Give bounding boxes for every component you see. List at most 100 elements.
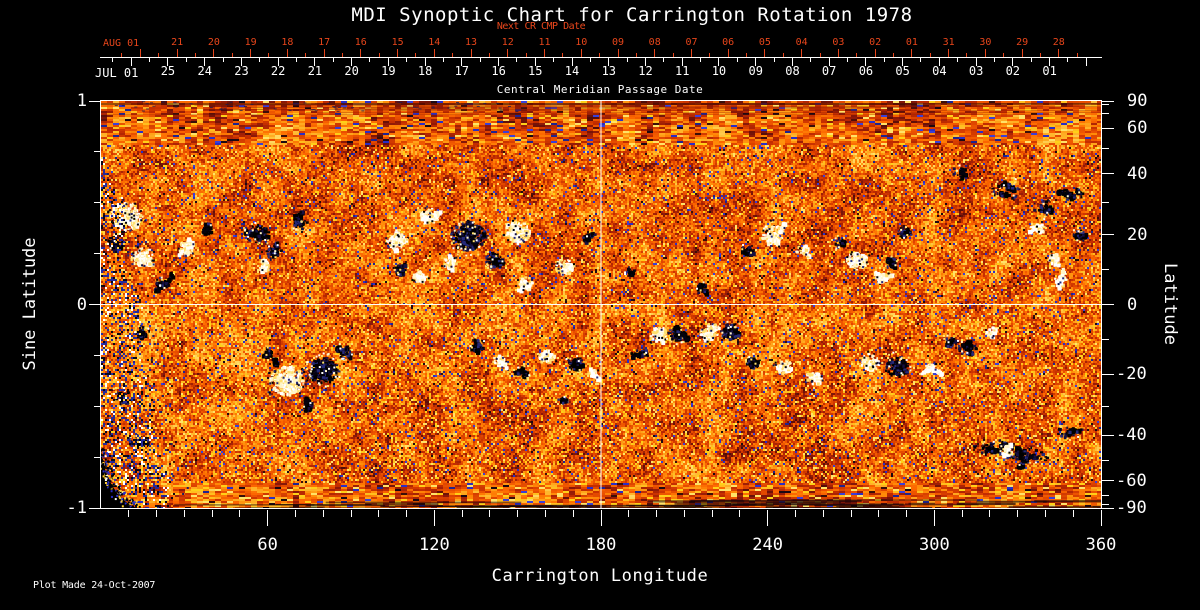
white-date-minor-tick	[516, 58, 518, 62]
white-date-minor-tick	[369, 58, 371, 62]
white-date-minor-tick	[700, 58, 702, 62]
chart-title: MDI Synoptic Chart for Carrington Rotati…	[351, 4, 913, 26]
red-date-minor-tick	[488, 53, 490, 57]
bottom-axis-tick-label: 300	[918, 535, 950, 555]
red-date-label: 08	[648, 37, 661, 48]
white-date-tick	[534, 58, 536, 66]
white-date-label: 16	[491, 64, 506, 78]
bottom-axis-minor-tick	[906, 510, 908, 517]
right-axis-major-tick	[1102, 373, 1114, 375]
right-axis-major-tick	[1102, 100, 1114, 102]
bottom-axis-tick-label: 180	[585, 535, 617, 555]
bottom-axis-minor-tick	[183, 510, 185, 517]
bottom-axis-minor-tick	[406, 510, 408, 517]
left-axis-tick-label: 1	[76, 91, 87, 111]
right-axis-tick-label: -60	[1116, 470, 1147, 491]
red-date-minor-tick	[782, 53, 784, 57]
white-date-label: 17	[454, 64, 470, 78]
right-axis-major-tick	[1102, 480, 1114, 482]
white-date-label: 01	[1042, 64, 1057, 78]
red-date-tick	[727, 49, 729, 57]
white-date-tick	[1049, 58, 1051, 66]
right-axis-tick-label: -90	[1116, 498, 1147, 518]
white-date-minor-tick	[185, 58, 187, 62]
red-date-tick	[397, 49, 399, 57]
red-date-minor-tick	[341, 53, 343, 57]
red-date-tick	[543, 49, 545, 57]
red-date-minor-tick	[121, 53, 123, 57]
red-date-minor-tick	[231, 53, 233, 57]
red-date-minor-tick	[562, 53, 564, 57]
white-date-tick	[167, 58, 169, 66]
red-date-label: 28	[1052, 37, 1065, 48]
white-date-minor-tick	[810, 58, 812, 62]
next-cr-cmp-date-label: Next CR CMP Date	[496, 21, 586, 32]
white-date-tick	[130, 58, 132, 66]
bottom-axis-major-tick	[267, 510, 269, 526]
white-date-tick	[755, 58, 757, 66]
red-date-label: 12	[501, 37, 514, 48]
white-date-minor-tick	[736, 58, 738, 62]
red-date-label: 14	[428, 37, 441, 48]
white-date-tick	[902, 58, 904, 66]
white-date-label: 18	[417, 64, 433, 78]
red-date-label: 04	[795, 37, 808, 48]
left-axis-minor-tick	[94, 253, 100, 255]
bottom-axis-minor-tick	[517, 510, 519, 517]
white-date-minor-tick	[1067, 58, 1069, 62]
red-date-label: 05	[758, 37, 771, 48]
white-date-minor-tick	[296, 58, 298, 62]
right-axis-major-tick	[1102, 127, 1114, 129]
red-date-tick	[911, 49, 913, 57]
bottom-axis-minor-tick	[739, 510, 741, 517]
red-date-label: 07	[685, 37, 698, 48]
right-axis-minor-tick	[1102, 112, 1109, 114]
bottom-axis-minor-tick	[572, 510, 574, 517]
white-date-tick	[240, 58, 242, 66]
white-date-minor-tick	[406, 58, 408, 62]
red-date-tick	[617, 49, 619, 57]
white-date-tick	[644, 58, 646, 66]
white-date-minor-tick	[993, 58, 995, 62]
bottom-axis-minor-tick	[489, 510, 491, 517]
white-date-tick	[277, 58, 279, 66]
white-date-minor-tick	[553, 58, 555, 62]
bottom-axis-minor-tick	[961, 510, 963, 517]
bottom-axis-minor-tick	[211, 510, 213, 517]
right-axis-minor-tick	[1102, 459, 1109, 461]
white-date-minor-tick	[149, 58, 151, 62]
red-date-minor-tick	[378, 53, 380, 57]
white-date-minor-tick	[332, 58, 334, 62]
right-axis-minor-tick	[1102, 495, 1109, 497]
white-date-minor-tick	[259, 58, 261, 62]
right-axis-tick-label: -20	[1116, 364, 1147, 385]
white-date-tick	[608, 58, 610, 66]
right-axis-minor-tick	[1102, 504, 1109, 506]
red-date-label: 15	[391, 37, 404, 48]
right-axis-tick-label: 0	[1127, 294, 1138, 315]
red-date-tick	[433, 49, 435, 57]
red-date-minor-tick	[746, 53, 748, 57]
white-month-label: JUL 01	[95, 66, 139, 80]
white-date-tick	[1012, 58, 1014, 66]
white-date-label: 20	[344, 64, 359, 78]
red-date-tick	[1058, 49, 1060, 57]
left-axis-minor-tick	[94, 354, 100, 356]
red-date-label: 29	[1016, 37, 1029, 48]
white-date-tick	[1085, 58, 1087, 66]
red-date-tick	[580, 49, 582, 57]
bottom-axis-minor-tick	[794, 510, 796, 517]
white-date-minor-tick	[847, 58, 849, 62]
bottom-axis-minor-tick	[683, 510, 685, 517]
bottom-axis-minor-tick	[378, 510, 380, 517]
bottom-axis-minor-tick	[1072, 510, 1074, 517]
white-date-label: 11	[675, 64, 690, 78]
red-date-label: 09	[612, 37, 625, 48]
red-date-label: 11	[538, 37, 551, 48]
red-date-minor-tick	[195, 53, 197, 57]
red-date-label: 06	[722, 37, 735, 48]
bottom-axis-minor-tick	[350, 510, 352, 517]
red-date-tick	[654, 49, 656, 57]
bottom-axis-minor-tick	[656, 510, 658, 517]
